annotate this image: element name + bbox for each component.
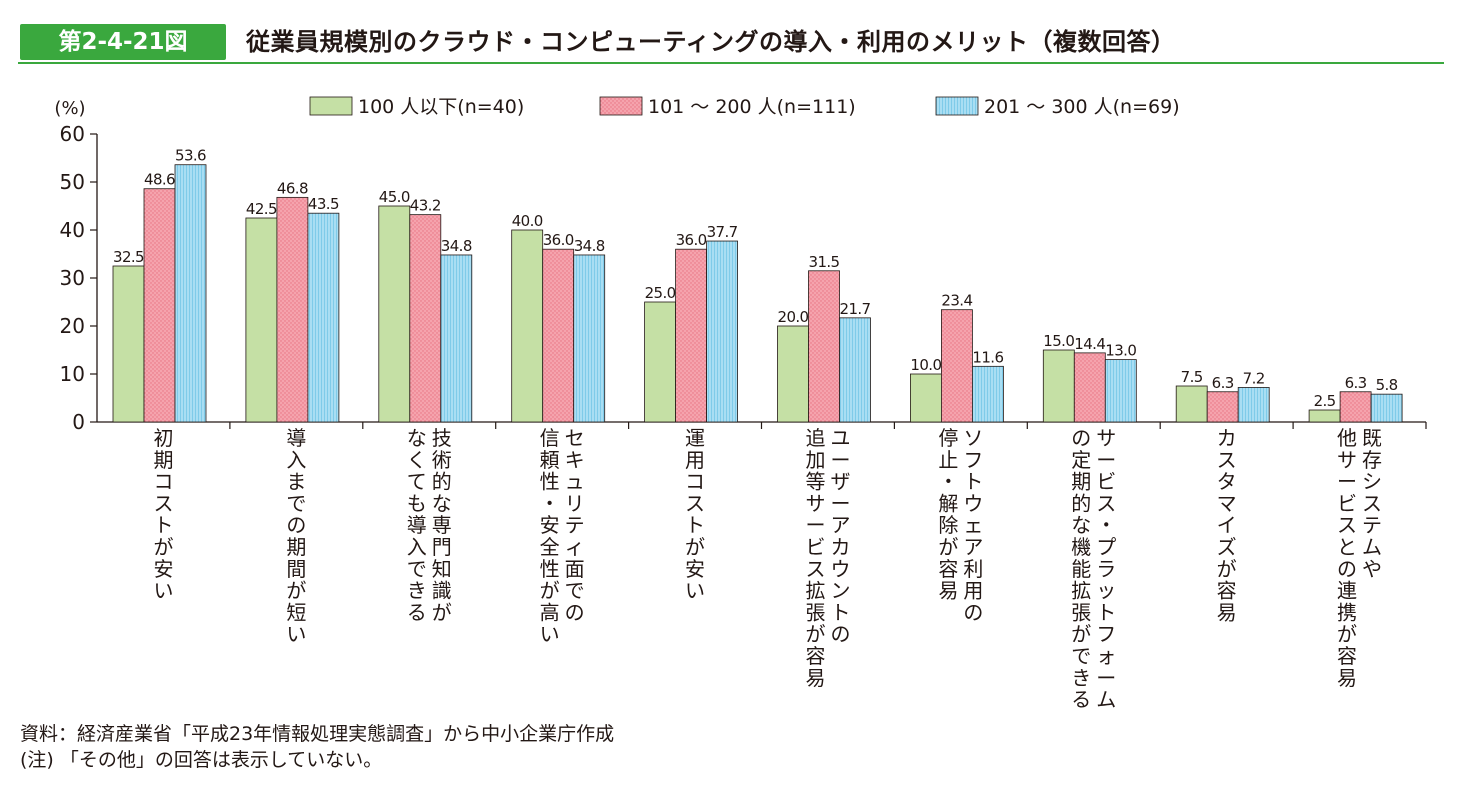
legend-swatch-series3 — [935, 96, 979, 116]
category-label: 初期コストが安い — [153, 426, 173, 603]
data-label: 14.4 — [1074, 335, 1105, 353]
y-axis-unit-label: (%) — [54, 98, 85, 119]
data-label: 42.5 — [246, 200, 277, 218]
bar-series2 — [276, 196, 309, 423]
data-label: 11.6 — [972, 348, 1003, 366]
y-tick-label: 50 — [60, 170, 85, 194]
bar-series3 — [440, 254, 473, 423]
y-tick-label: 20 — [60, 314, 85, 338]
bar-series3 — [573, 254, 606, 423]
bar-series1 — [1175, 385, 1208, 423]
data-label: 32.5 — [113, 248, 144, 266]
bar-series2 — [1206, 391, 1239, 423]
header-rule — [18, 62, 1444, 64]
legend-swatch-series2 — [599, 96, 643, 116]
data-label: 2.5 — [1314, 392, 1336, 410]
data-label: 21.7 — [840, 300, 871, 318]
bar-series2 — [1073, 352, 1106, 423]
data-label: 6.3 — [1212, 374, 1234, 392]
data-label: 43.2 — [410, 197, 441, 215]
y-tick-label: 0 — [72, 410, 85, 434]
bar-series2 — [941, 309, 973, 423]
data-label: 36.0 — [543, 231, 574, 249]
category-label: 導入までの期間が短い — [286, 426, 306, 646]
category-label: 技術的な専門知識が — [432, 426, 452, 624]
data-label: 46.8 — [277, 179, 308, 197]
data-label: 15.0 — [1043, 332, 1074, 350]
bar-series1 — [378, 205, 411, 423]
source-note: 資料：経済産業省「平成23年情報処理実態調査」から中小企業庁作成 — [20, 723, 615, 745]
figure-header: 第2-4-21図 従業員規模別のクラウド・コンピューティングの導入・利用のメリッ… — [18, 20, 1444, 64]
legend-label-series1: 100 人以下(n=40) — [358, 96, 524, 118]
data-label: 7.2 — [1243, 369, 1265, 387]
bar-series3 — [1104, 359, 1137, 423]
bar-series2 — [808, 270, 840, 423]
bar-series2 — [1339, 391, 1372, 423]
bar-series1 — [777, 325, 809, 423]
data-label: 45.0 — [379, 188, 410, 206]
bar-series1 — [1308, 409, 1341, 423]
category-label: セキュリティ面での — [565, 426, 585, 624]
data-label: 10.0 — [910, 356, 941, 374]
bar-series1 — [644, 301, 676, 423]
bar-series3 — [972, 365, 1004, 423]
category-label: 信頼性・安全性が高い — [540, 426, 560, 646]
bar-series2 — [143, 188, 176, 423]
figure-number-badge: 第2-4-21図 — [20, 24, 226, 60]
data-label: 40.0 — [512, 212, 543, 230]
category-label: カスタマイズが容易 — [1217, 426, 1237, 624]
category-label: ユーザーアカウントの — [830, 426, 850, 646]
category-label: の定期的な機能拡張ができる — [1071, 426, 1091, 712]
legend-swatch-series1 — [309, 96, 353, 116]
legend-label-series3: 201 ～ 300 人(n=69) — [984, 96, 1180, 118]
bar-series3 — [706, 240, 738, 423]
data-label: 53.6 — [175, 147, 206, 165]
bar-series3 — [839, 317, 871, 423]
bar-series2 — [675, 248, 707, 423]
data-label: 43.5 — [308, 195, 339, 213]
category-label: 停止・解除が容易 — [938, 426, 958, 603]
data-label: 31.5 — [809, 253, 840, 271]
bar-series1 — [511, 229, 544, 423]
legend-label-series2: 101 ～ 200 人(n=111) — [648, 96, 856, 118]
data-label: 5.8 — [1376, 376, 1398, 394]
bar-series2 — [542, 248, 575, 423]
data-label: 36.0 — [676, 231, 707, 249]
data-label: 7.5 — [1181, 368, 1203, 386]
data-label: 25.0 — [645, 284, 676, 302]
bar-series3 — [1370, 393, 1403, 423]
data-label: 37.7 — [707, 223, 738, 241]
bar-series1 — [245, 217, 278, 423]
y-tick-label: 60 — [60, 122, 85, 146]
data-label: 20.0 — [778, 308, 809, 326]
category-label: 追加等サービス拡張が容易 — [805, 426, 825, 690]
category-label: 他サービスとの連携が容易 — [1337, 426, 1357, 690]
bar-series1 — [910, 373, 942, 423]
y-tick-label: 30 — [60, 266, 85, 290]
footnote: (注) 「その他」の回答は表示していない。 — [20, 749, 383, 771]
category-label: 運用コストが安い — [685, 426, 705, 603]
data-label: 13.0 — [1105, 342, 1136, 360]
category-label: ソフトウェア利用の — [963, 426, 983, 624]
bar-series2 — [409, 214, 442, 423]
category-label: なくても導入できる — [407, 426, 427, 624]
bar-series3 — [174, 164, 207, 423]
y-tick-label: 10 — [60, 362, 85, 386]
bar-series3 — [1237, 387, 1270, 423]
bar-series1 — [1042, 349, 1075, 423]
bar-series3 — [307, 212, 340, 423]
data-label: 34.8 — [441, 237, 472, 255]
figure-title: 従業員規模別のクラウド・コンピューティングの導入・利用のメリット（複数回答） — [246, 28, 1176, 56]
category-label: 既存システムや — [1362, 426, 1382, 581]
category-label: サービス・プラットフォーム — [1096, 426, 1116, 712]
data-label: 34.8 — [574, 237, 605, 255]
data-label: 6.3 — [1345, 374, 1367, 392]
y-tick-label: 40 — [60, 218, 85, 242]
data-label: 48.6 — [144, 171, 175, 189]
data-label: 23.4 — [941, 292, 972, 310]
bar-series1 — [112, 265, 145, 423]
